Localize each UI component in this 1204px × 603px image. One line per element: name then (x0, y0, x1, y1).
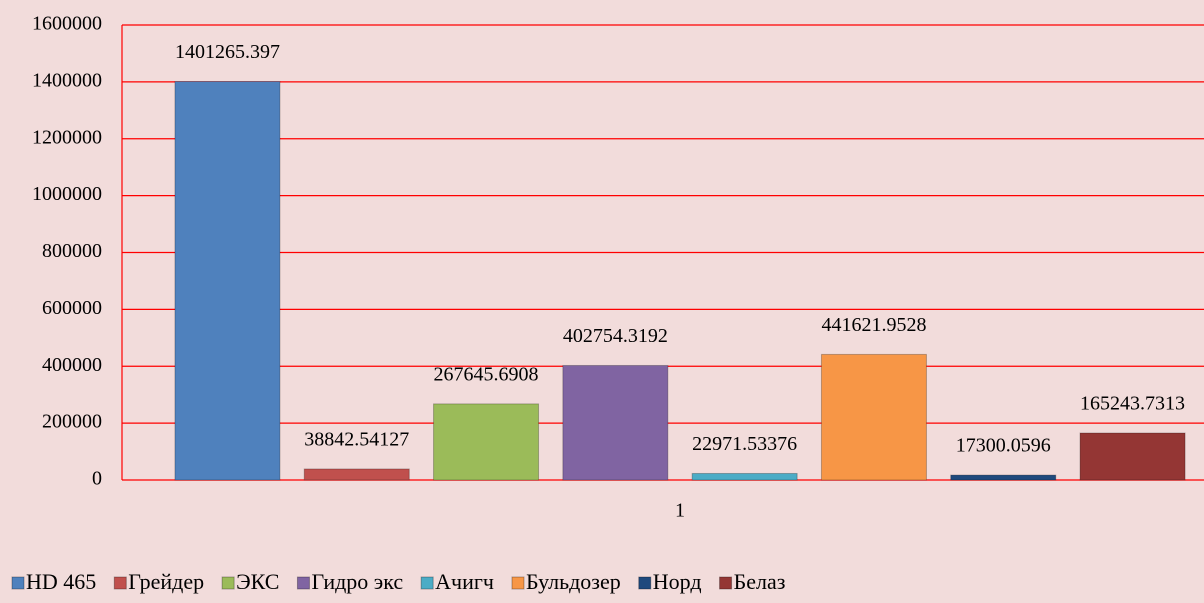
legend-swatch (420, 576, 434, 590)
y-tick-label: 1200000 (32, 126, 102, 148)
legend-swatch (638, 576, 652, 590)
data-label: 267645.6908 (434, 363, 539, 385)
legend-label: ЭКС (236, 569, 279, 594)
x-tick-label: 1 (675, 500, 685, 522)
bar (433, 403, 540, 481)
legend-label: Грейдер (128, 569, 204, 594)
data-label: 165243.7313 (1080, 393, 1185, 415)
bar (303, 468, 410, 481)
y-tick-label: 800000 (42, 240, 102, 262)
data-label: 38842.54127 (304, 429, 409, 451)
legend-swatch (221, 576, 235, 590)
y-tick-label: 1400000 (32, 69, 102, 91)
data-label: 17300.0596 (956, 435, 1051, 457)
legend-label: Белаз (734, 569, 786, 594)
data-label: 22971.53376 (692, 433, 797, 455)
legend-label: Ачигч (435, 569, 494, 594)
bar (174, 81, 281, 481)
y-tick-label: 200000 (42, 411, 102, 433)
legend-label: Бульдозер (526, 569, 621, 594)
y-tick-label: 1600000 (32, 13, 102, 35)
legend-swatch (511, 576, 525, 590)
legend-label: Гидро экс (311, 569, 403, 594)
legend-swatch (11, 576, 25, 590)
legend-label: Норд (653, 569, 702, 594)
legend-label: HD 465 (26, 569, 96, 594)
bar (950, 474, 1057, 481)
legend-swatch (296, 576, 310, 590)
y-tick-label: 0 (92, 468, 102, 490)
bar (562, 364, 669, 481)
data-label: 1401265.397 (175, 41, 280, 63)
y-tick-label: 400000 (42, 354, 102, 376)
bar (691, 472, 798, 481)
bar (820, 353, 927, 481)
legend-swatch (113, 576, 127, 590)
legend-swatch (719, 576, 733, 590)
y-tick-label: 1000000 (32, 183, 102, 205)
data-label: 441621.9528 (821, 314, 926, 336)
y-tick-label: 600000 (42, 297, 102, 319)
bar (1079, 432, 1186, 481)
data-label: 402754.3192 (563, 325, 668, 347)
